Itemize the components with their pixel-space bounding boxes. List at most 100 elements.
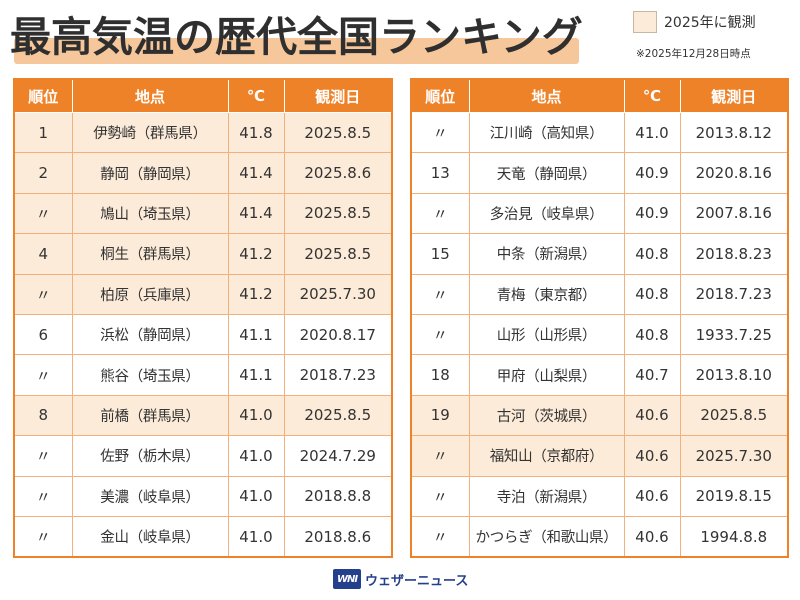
cell-date: 2020.8.16 [679,152,789,194]
cell-location: 柏原（兵庫県） [71,273,229,315]
table-row: 19 古河（茨城県） 40.6 2025.8.5 [410,394,789,437]
cell-location: 静岡（静岡県） [71,152,229,194]
cell-date: 2007.8.16 [679,192,789,235]
cell-temp: 41.4 [227,152,285,194]
cell-rank: 〃 [13,435,73,477]
cell-temp: 40.8 [623,233,681,275]
cell-location: 山形（山形県） [468,313,625,356]
wni-logo: WNI [333,569,361,589]
cell-location: 江川崎（高知県） [468,111,625,154]
cell-rank: 〃 [13,273,73,315]
cell-temp: 41.0 [623,111,681,154]
cell-date: 1933.7.25 [679,313,789,356]
cell-date: 2025.7.30 [283,273,393,315]
cell-rank: 〃 [410,273,470,315]
table-row: 15 中条（新潟県） 40.8 2018.8.23 [410,233,789,275]
table-header: 順位 地点 ℃ 観測日 [13,78,393,113]
header-date: 観測日 [679,78,789,113]
cell-date: 2025.8.5 [283,111,393,154]
table-row: 〃金山（岐阜県） 41.0 2018.8.6 [13,515,393,559]
cell-date: 2025.7.30 [679,435,789,477]
table-row: 〃寺泊（新潟県） 40.6 2019.8.15 [410,475,789,517]
cell-rank: 〃 [410,475,470,517]
header-temp: ℃ [623,78,681,113]
cell-temp: 41.0 [227,435,285,477]
title-underline [14,38,579,64]
cell-location: 桐生（群馬県） [71,233,229,275]
cell-location: 寺泊（新潟県） [468,475,625,517]
header-date: 観測日 [283,78,393,113]
cell-temp: 40.6 [623,475,681,517]
cell-location: 熊谷（埼玉県） [71,354,229,396]
table-row: 〃多治見（岐阜県） 40.9 2007.8.16 [410,192,789,235]
table-row: 13 天竜（静岡県） 40.9 2020.8.16 [410,152,789,194]
cell-rank: 〃 [410,313,470,356]
cell-temp: 40.7 [623,354,681,396]
cell-temp: 41.1 [227,313,285,356]
brand: WNI ウェザーニュース [333,569,468,589]
cell-temp: 40.8 [623,273,681,315]
cell-rank: 〃 [410,515,470,559]
cell-temp: 40.9 [623,152,681,194]
header-location: 地点 [71,78,229,113]
cell-rank: 4 [13,233,73,275]
table-header: 順位 地点 ℃ 観測日 [410,78,789,113]
table-row: 〃柏原（兵庫県） 41.2 2025.7.30 [13,273,393,315]
cell-date: 2013.8.12 [679,111,789,154]
table-row: 〃かつらぎ（和歌山県） 40.6 1994.8.8 [410,515,789,559]
cell-date: 2018.8.8 [283,475,393,517]
cell-location: 中条（新潟県） [468,233,625,275]
table-row: 2 静岡（静岡県） 41.4 2025.8.6 [13,152,393,194]
cell-date: 2025.8.5 [283,394,393,437]
page-title: 最高気温の歴代全国ランキング [10,13,583,61]
cell-location: かつらぎ（和歌山県） [468,515,625,559]
table-row: 〃山形（山形県） 40.8 1933.7.25 [410,313,789,356]
legend-label: 2025年に観測 [664,15,756,31]
ranking-table-left: 順位 地点 ℃ 観測日 1 伊勢崎（群馬県） 41.8 2025.8.5 2 静岡（静岡県… [13,78,393,559]
cell-date: 2013.8.10 [679,354,789,396]
cell-date: 2025.8.5 [283,233,393,275]
brand-name: ウェザーニュース [365,573,469,589]
cell-date: 2024.7.29 [283,435,393,477]
cell-location: 美濃（岐阜県） [71,475,229,517]
table-body-left: 1 伊勢崎（群馬県） 41.8 2025.8.5 2 静岡（静岡県） 41.4 2025.8.… [13,111,393,559]
cell-location: 金山（岐阜県） [71,515,229,559]
table-row: 〃鳩山（埼玉県） 41.4 2025.8.5 [13,192,393,235]
cell-rank: 1 [13,111,73,154]
cell-location: 伊勢崎（群馬県） [71,111,229,154]
header-temp: ℃ [227,78,285,113]
table-row: 〃江川崎（高知県） 41.0 2013.8.12 [410,111,789,154]
cell-temp: 40.8 [623,313,681,356]
table-row: 〃佐野（栃木県） 41.0 2024.7.29 [13,435,393,477]
table-row: 1 伊勢崎（群馬県） 41.8 2025.8.5 [13,111,393,154]
cell-temp: 41.0 [227,394,285,437]
cell-location: 浜松（静岡県） [71,313,229,356]
cell-temp: 41.2 [227,233,285,275]
cell-location: 甲府（山梨県） [468,354,625,396]
cell-location: 古河（茨城県） [468,394,625,437]
cell-temp: 40.9 [623,192,681,235]
header-location: 地点 [468,78,625,113]
table-row: 〃熊谷（埼玉県） 41.1 2018.7.23 [13,354,393,396]
cell-date: 2025.8.5 [283,192,393,235]
cell-temp: 41.1 [227,354,285,396]
cell-location: 多治見（岐阜県） [468,192,625,235]
cell-rank: 〃 [410,435,470,477]
cell-date: 2018.8.6 [283,515,393,559]
cell-temp: 40.6 [623,435,681,477]
cell-rank: 〃 [13,354,73,396]
cell-temp: 41.0 [227,515,285,559]
cell-rank: 6 [13,313,73,356]
cell-rank: 〃 [410,192,470,235]
cell-temp: 40.6 [623,515,681,559]
table-row: 6 浜松（静岡県） 41.1 2020.8.17 [13,313,393,356]
header-rank: 順位 [410,78,470,113]
cell-date: 2020.8.17 [283,313,393,356]
cell-temp: 40.6 [623,394,681,437]
title-block: 最高気温の歴代全国ランキング [10,8,583,66]
cell-date: 2018.7.23 [283,354,393,396]
table-row: 〃福知山（京都府） 40.6 2025.7.30 [410,435,789,477]
cell-rank: 〃 [13,192,73,235]
cell-temp: 41.4 [227,192,285,235]
cell-rank: 8 [13,394,73,437]
